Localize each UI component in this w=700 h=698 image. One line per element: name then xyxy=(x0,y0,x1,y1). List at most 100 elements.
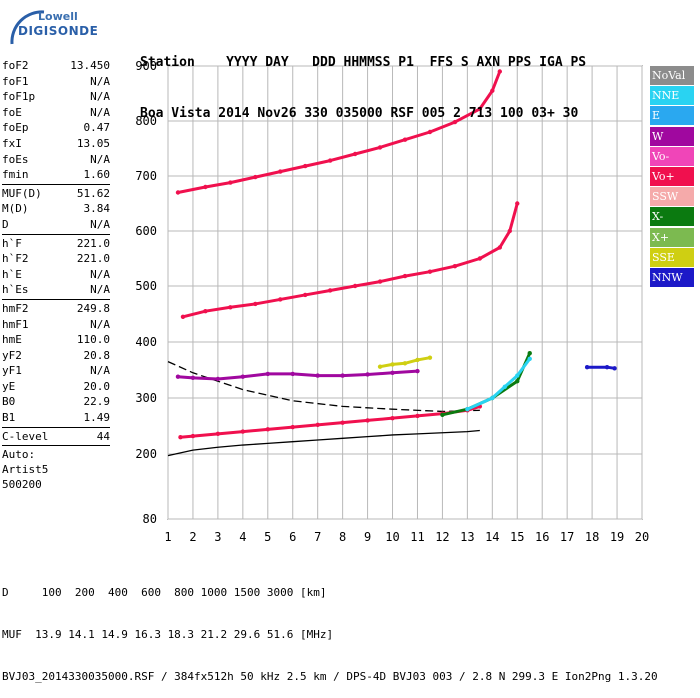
echo-trace xyxy=(191,432,220,438)
echo-trace xyxy=(216,430,245,436)
param-row: B0 22.9 xyxy=(2,394,110,410)
echo-point xyxy=(427,355,433,360)
echo-trace xyxy=(228,302,257,309)
header-values: Boa Vista 2014 Nov26 330 035000 RSF 005 … xyxy=(140,106,579,121)
echo-trace xyxy=(266,425,295,431)
param-name: foF2 xyxy=(2,59,29,72)
param-row: yF2 20.8 xyxy=(2,348,110,364)
echo-trace xyxy=(490,385,507,400)
footer-file-row: BVJ03_2014330035000.RSF / 384fx512h 50 k… xyxy=(2,670,658,683)
param-row: h`E N/A xyxy=(2,267,110,283)
echo-trace xyxy=(291,423,320,429)
autoscaling-info: Auto: xyxy=(2,448,36,462)
legend-item: E xyxy=(650,106,694,126)
param-value: 22.9 xyxy=(83,395,111,409)
echo-trace xyxy=(191,376,220,381)
param-name: foF1 xyxy=(2,74,29,88)
legend-item: X+ xyxy=(650,227,694,247)
y-tick-label: 700 xyxy=(135,169,157,183)
param-value: N/A xyxy=(90,152,110,166)
param-value: 221.0 xyxy=(76,252,110,266)
legend-item: NNW xyxy=(650,267,694,287)
param-name: MUF(D) xyxy=(2,186,42,200)
echo-trace xyxy=(490,70,502,93)
polarization-legend: NoVal NNE E W Vo- Vo+ SSW X- X+ SSE NNW xyxy=(650,66,694,288)
echo-trace xyxy=(181,309,207,319)
param-name: h`F2 xyxy=(2,252,29,266)
echo-trace xyxy=(465,396,494,411)
echo-point xyxy=(527,351,532,356)
param-value: 249.8 xyxy=(76,301,110,315)
echo-trace xyxy=(228,175,257,185)
param-name: fxI xyxy=(2,136,22,150)
param-row: foF1 N/A xyxy=(2,74,110,90)
echo-trace xyxy=(478,246,502,260)
x-tick-label: 3 xyxy=(214,530,221,544)
legend-item: X- xyxy=(650,207,694,227)
legend-item: W xyxy=(650,126,694,146)
param-row: fxI 13.05 xyxy=(2,136,110,152)
param-row: M(D) 3.84 xyxy=(2,201,110,217)
param-row: hmF1 N/A xyxy=(2,317,110,333)
x-tick-label: 15 xyxy=(510,530,524,544)
legend-item: SSW xyxy=(650,187,694,207)
echo-trace xyxy=(391,414,419,420)
param-value: 3.84 xyxy=(83,202,111,216)
echo-trace xyxy=(353,280,382,288)
x-tick-label: 13 xyxy=(460,530,474,544)
param-row: foF1p N/A xyxy=(2,89,110,105)
true-height-profile xyxy=(167,429,480,457)
echo-trace xyxy=(241,372,270,379)
param-name: hmE xyxy=(2,333,22,347)
param-name: yF2 xyxy=(2,348,22,362)
x-tick-label: 18 xyxy=(585,530,599,544)
echo-trace xyxy=(378,138,407,149)
param-value: 20.8 xyxy=(83,348,111,362)
param-separator xyxy=(2,426,110,428)
param-separator xyxy=(2,298,110,300)
param-row: hmF2 249.8 xyxy=(2,301,110,317)
x-tick-label: 19 xyxy=(610,530,624,544)
echo-trace xyxy=(303,159,332,168)
echo-trace xyxy=(328,284,357,292)
echo-trace xyxy=(428,264,457,274)
param-value: 110.0 xyxy=(76,333,110,347)
param-value: 20.0 xyxy=(83,379,111,393)
param-value: 13.450 xyxy=(70,59,110,72)
param-row: foE N/A xyxy=(2,105,110,121)
param-row: yE 20.0 xyxy=(2,379,110,395)
echo-trace xyxy=(378,274,407,284)
y-tick-label: 800 xyxy=(135,114,157,128)
echo-trace xyxy=(291,372,320,378)
param-separator xyxy=(2,445,110,447)
x-tick-label: 20 xyxy=(635,530,649,544)
legend-item: SSE xyxy=(650,247,694,267)
echo-point xyxy=(527,356,532,361)
param-value: 1.60 xyxy=(83,168,111,182)
echo-trace xyxy=(453,107,482,124)
echo-trace xyxy=(498,229,512,249)
echo-point xyxy=(515,201,520,206)
echo-trace xyxy=(176,185,207,194)
param-row: MUF(D) 51.62 xyxy=(2,186,110,202)
x-tick-label: 7 xyxy=(314,530,321,544)
echo-trace xyxy=(478,89,494,111)
footer-info: D 100 200 400 600 800 1000 1500 3000 [km… xyxy=(2,558,658,698)
x-tick-label: 10 xyxy=(385,530,399,544)
param-name: foF1p xyxy=(2,90,36,104)
echo-trace xyxy=(515,357,532,378)
param-name: yE xyxy=(2,379,16,393)
param-value: N/A xyxy=(90,105,110,119)
param-name: D xyxy=(2,217,9,231)
echo-trace xyxy=(508,202,519,233)
param-value: 51.62 xyxy=(76,186,110,200)
logo-arc-icon xyxy=(10,10,45,45)
echo-trace xyxy=(278,293,307,301)
legend-item: NNE xyxy=(650,86,694,106)
echo-trace xyxy=(278,164,307,174)
x-tick-label: 9 xyxy=(364,530,371,544)
echo-trace xyxy=(328,152,357,163)
station-header: Station YYYY DAY DDD HHMMSS P1 FFS S AXN… xyxy=(140,20,586,139)
echo-trace xyxy=(241,427,270,434)
param-row: foEs N/A xyxy=(2,152,110,168)
